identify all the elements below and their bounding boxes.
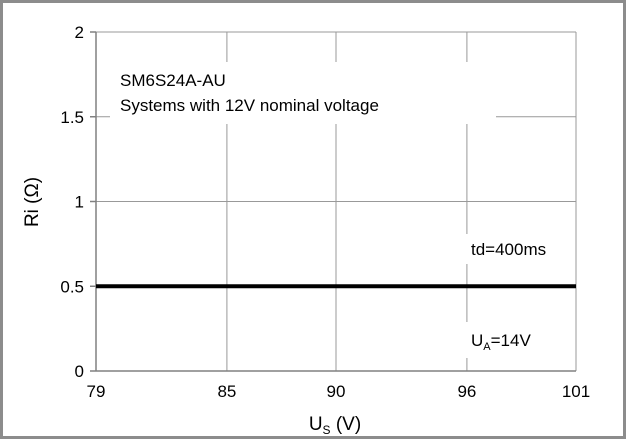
y-tick-label: 0 (75, 362, 84, 381)
y-tick-label: 1.5 (60, 108, 84, 127)
annotation-system: Systems with 12V nominal voltage (120, 96, 379, 115)
x-axis-label-main: U (309, 414, 323, 435)
annotation-box-ua (466, 322, 570, 358)
x-tick-label: 101 (562, 382, 590, 401)
annotation-part: SM6S24A-AU (120, 71, 226, 90)
annotation-td: td=400ms (471, 240, 546, 259)
x-axis-label: US (V) (309, 414, 361, 437)
x-tick-label: 79 (87, 382, 106, 401)
annotation-ua: UA=14V (471, 331, 531, 353)
y-tick-label: 0.5 (60, 277, 84, 296)
x-axis-label-unit: (V) (331, 414, 362, 435)
annotation-box-td (466, 234, 570, 264)
annotation-box-title (110, 62, 496, 124)
axes (90, 31, 576, 372)
x-axis-label-sub: S (323, 423, 331, 437)
y-axis-label: Ri (Ω) (22, 177, 43, 227)
annotation-ua-sub: A (483, 341, 491, 353)
y-tick-label: 2 (75, 23, 84, 42)
x-tick-label: 96 (457, 382, 476, 401)
x-tick-label: 85 (217, 382, 236, 401)
y-tick-label: 1 (75, 193, 84, 212)
tick-labels: 79 85 90 96 101 0 0.5 1 1.5 2 (60, 23, 590, 401)
x-tick-label: 90 (327, 382, 346, 401)
annotation-ua-main: U (471, 331, 483, 350)
annotation-ua-value: =14V (491, 331, 532, 350)
